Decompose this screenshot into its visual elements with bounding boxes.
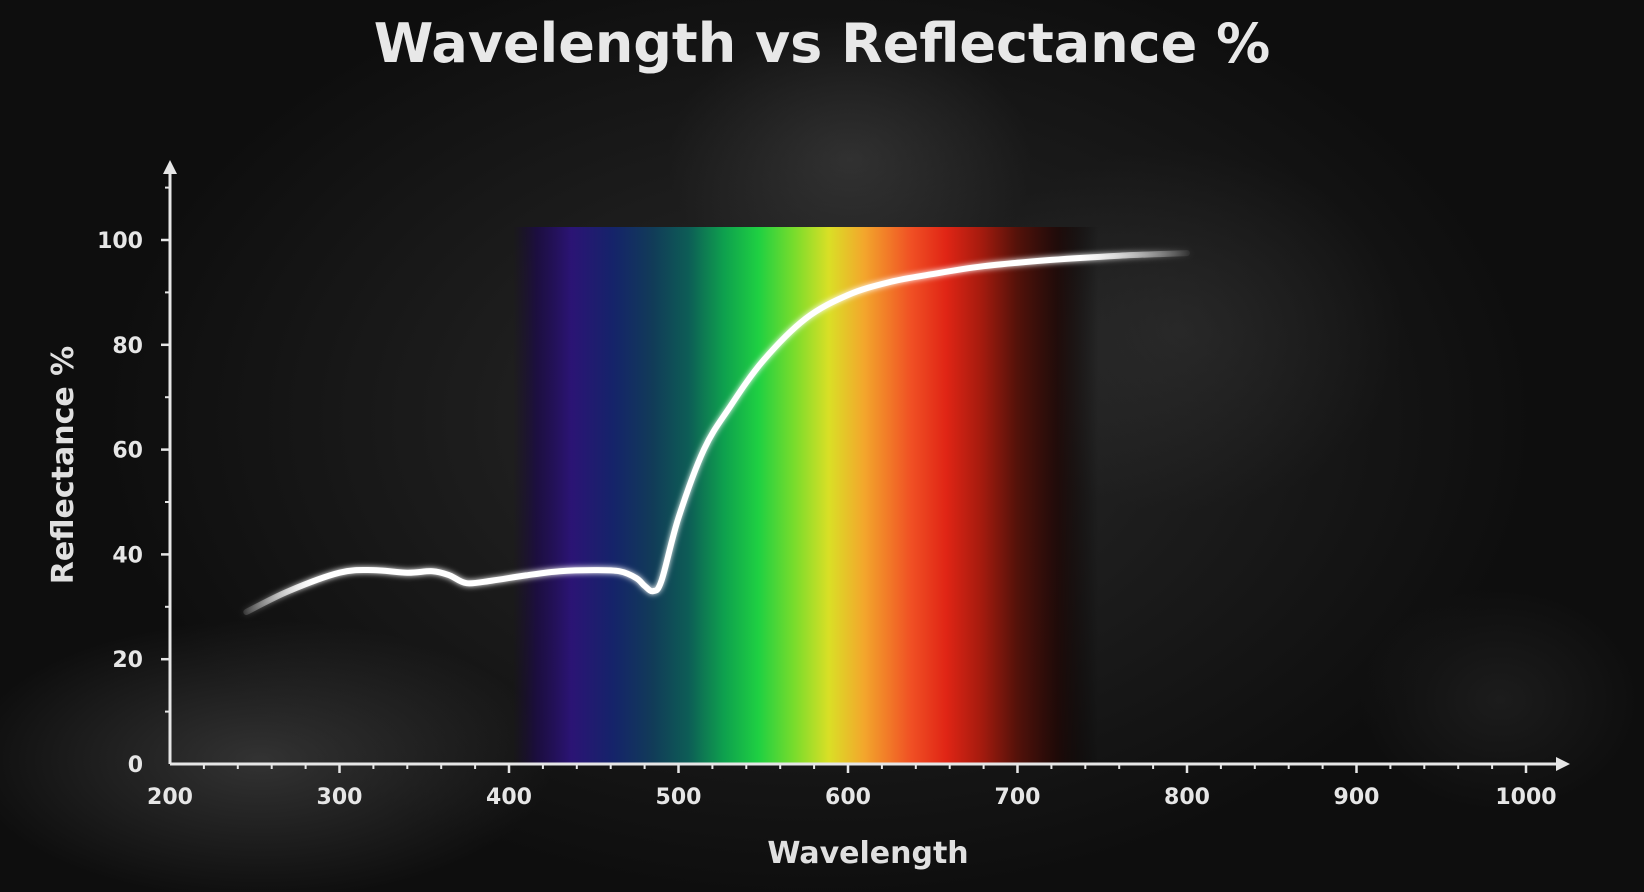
x-tick-label: 400 <box>486 785 532 810</box>
y-tick-label: 100 <box>97 229 143 254</box>
x-tick-label: 200 <box>147 785 193 810</box>
x-axis-arrowhead <box>1556 757 1570 771</box>
y-axis-ticks: 0 20 40 60 80 100 <box>97 186 170 778</box>
x-axis-ticks: 200 300 400 500 600 700 800 900 1000 <box>147 764 1557 810</box>
chart-title: Wavelength vs Reflectance % <box>374 12 1270 75</box>
x-tick-label: 800 <box>1164 785 1210 810</box>
x-tick-label: 300 <box>317 785 363 810</box>
x-tick-label: 700 <box>995 785 1041 810</box>
x-axis-label: Wavelength <box>767 836 968 871</box>
x-tick-label: 600 <box>825 785 871 810</box>
y-tick-label: 20 <box>112 648 143 673</box>
reflectance-curve <box>243 250 1190 615</box>
y-tick-label: 0 <box>128 753 143 778</box>
y-tick-label: 60 <box>112 439 143 464</box>
y-tick-label: 80 <box>112 334 143 359</box>
visible-spectrum-band <box>512 227 1099 764</box>
y-tick-label: 40 <box>112 543 143 568</box>
y-axis-arrowhead <box>163 160 177 174</box>
y-axis-label: Reflectance % <box>46 346 81 584</box>
x-tick-label: 500 <box>656 785 702 810</box>
x-tick-label: 900 <box>1334 785 1380 810</box>
x-tick-label: 1000 <box>1495 785 1556 810</box>
axes <box>163 160 1570 771</box>
